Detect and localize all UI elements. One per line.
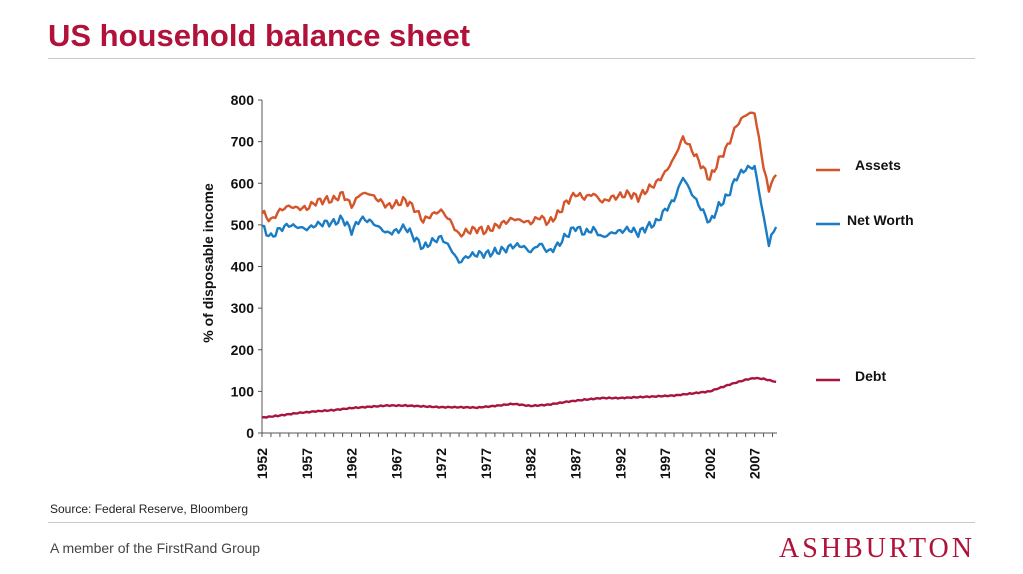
- legend-label-debt: Debt: [855, 368, 886, 384]
- y-tick-label: 700: [231, 134, 255, 150]
- chart-series: [261, 111, 778, 419]
- y-tick-label: 100: [231, 383, 255, 399]
- footer-tagline: A member of the FirstRand Group: [50, 540, 261, 556]
- y-tick-label: 500: [231, 217, 255, 233]
- y-tick-label: 400: [231, 259, 255, 275]
- line-chart: 0 100 200 300 400 500 600 700 800 1952 1957 1962 196…: [200, 92, 914, 479]
- chart-legend: Assets Net Worth Debt: [816, 157, 914, 384]
- x-tick-label: 1957: [299, 448, 315, 479]
- x-tick-label: 1962: [344, 448, 360, 479]
- y-axis-label: % of disposable income: [200, 183, 216, 343]
- y-tick-label: 200: [231, 342, 255, 358]
- chart-axes: [261, 100, 777, 434]
- title-divider: [48, 58, 975, 59]
- series-line-debt: [261, 376, 777, 419]
- x-tick-label: 1952: [254, 448, 270, 479]
- x-tick-label: 1997: [657, 448, 673, 479]
- x-tick-label: 1992: [612, 448, 628, 479]
- legend-label-net-worth: Net Worth: [847, 212, 914, 228]
- footer-divider: [48, 522, 975, 523]
- x-tick-label: 1977: [478, 448, 494, 479]
- x-tick-label: 1972: [433, 448, 449, 479]
- x-tick-label: 2007: [747, 448, 763, 479]
- y-tick-label: 600: [231, 175, 255, 191]
- chart-ticks: 0 100 200 300 400 500 600 700 800 1952 1957 1962 196…: [231, 92, 774, 479]
- source-note: Source: Federal Reserve, Bloomberg: [50, 502, 249, 516]
- y-tick-label: 800: [231, 92, 255, 108]
- x-tick-label: 1967: [388, 448, 404, 479]
- series-line-net-worth: [261, 164, 778, 264]
- ashburton-logo: ASHBURTON: [779, 533, 975, 564]
- y-tick-label: 0: [246, 425, 254, 441]
- x-tick-label: 1987: [567, 448, 583, 479]
- y-tick-label: 300: [231, 300, 255, 316]
- page-title: US household balance sheet: [48, 18, 471, 53]
- series-line-assets: [261, 111, 778, 238]
- x-tick-label: 1982: [523, 448, 539, 479]
- legend-label-assets: Assets: [855, 157, 901, 173]
- x-tick-label: 2002: [702, 448, 718, 479]
